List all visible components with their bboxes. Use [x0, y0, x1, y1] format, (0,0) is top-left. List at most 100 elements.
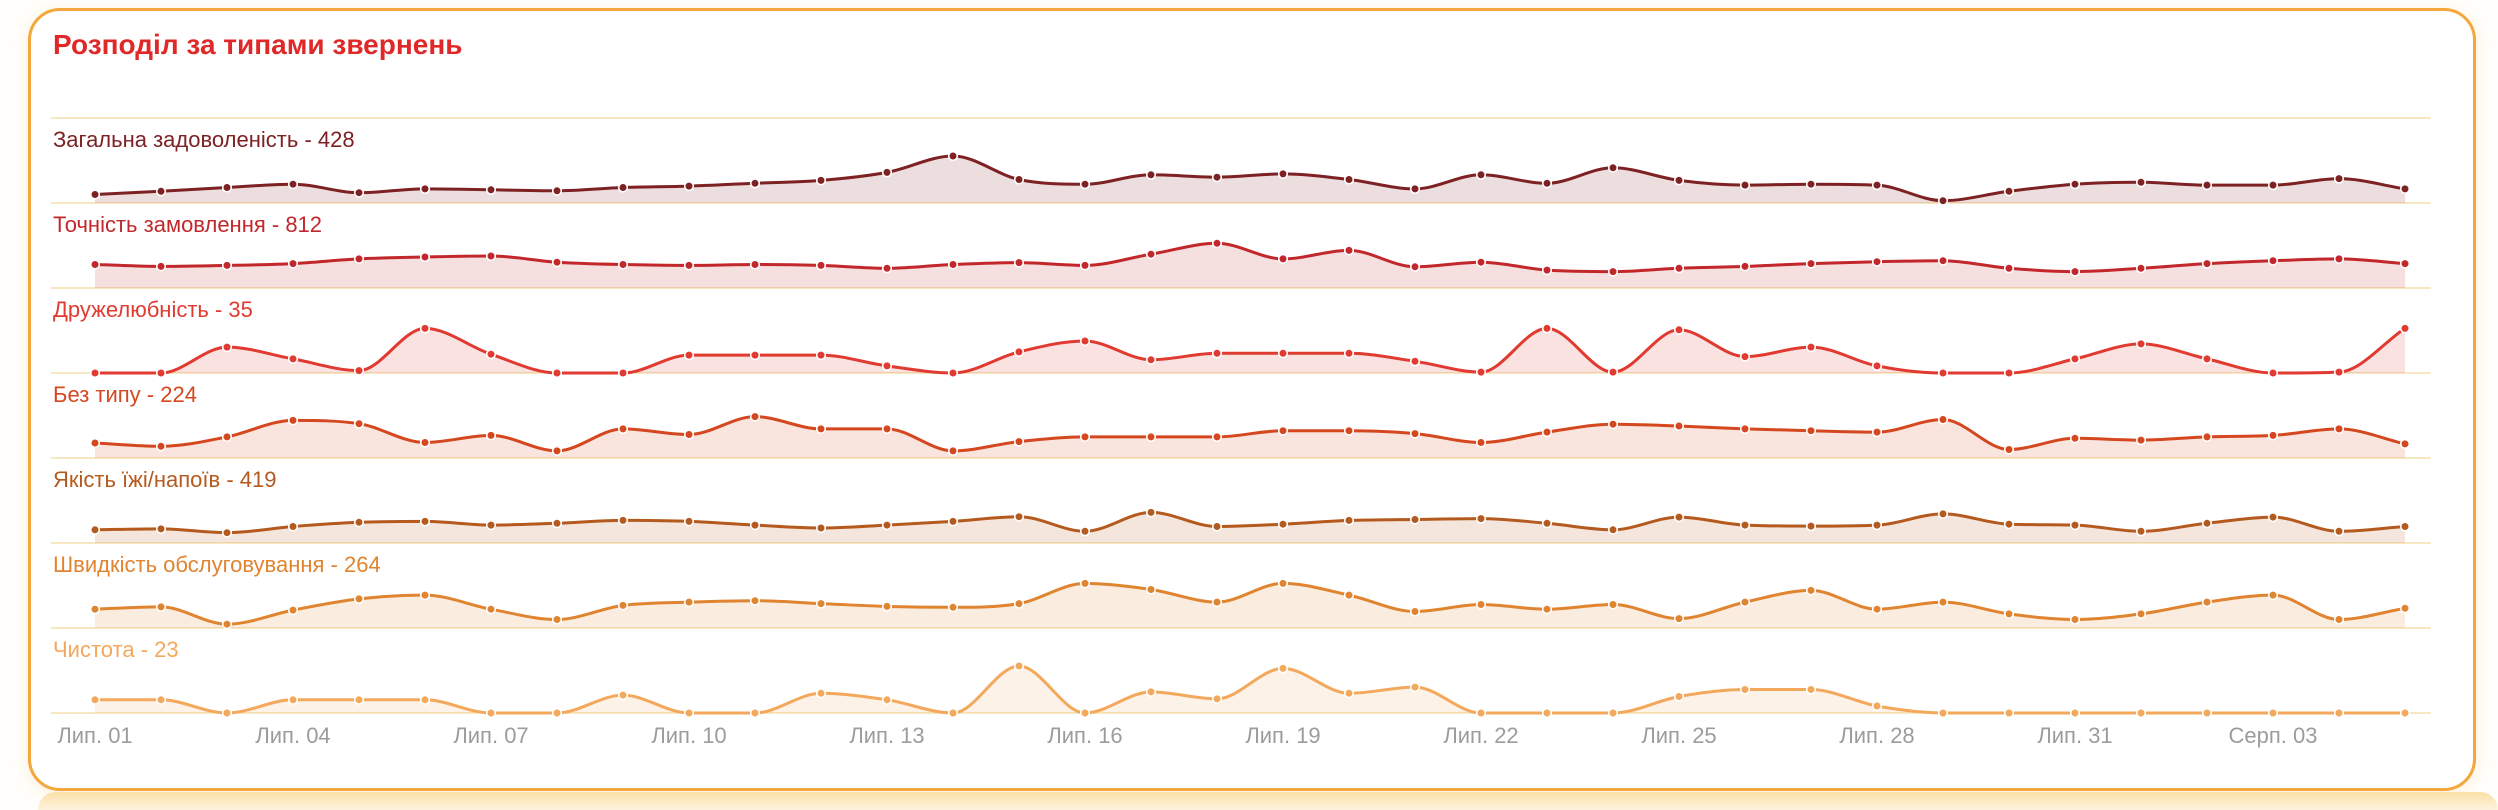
- data-point: [2201, 707, 2213, 719]
- data-point: [1277, 168, 1289, 179]
- data-point: [485, 519, 497, 531]
- data-point: [1079, 526, 1091, 537]
- data-point: [485, 184, 497, 195]
- data-point: [551, 257, 563, 268]
- data-point: [1409, 681, 1421, 693]
- data-point: [1013, 598, 1025, 609]
- series-label-6: Чистота - 23: [53, 637, 179, 662]
- data-point: [2003, 444, 2015, 455]
- data-point: [617, 182, 629, 193]
- data-point: [749, 707, 761, 719]
- data-point: [2201, 258, 2213, 269]
- data-point: [1079, 707, 1091, 719]
- data-point: [1013, 511, 1025, 522]
- data-point: [2267, 255, 2279, 266]
- x-axis-label-10: Лип. 31: [2037, 723, 2113, 748]
- data-point: [1607, 162, 1619, 173]
- series-area: [95, 583, 2405, 628]
- data-point: [2201, 431, 2213, 443]
- data-point: [2399, 323, 2411, 334]
- data-point: [2333, 253, 2345, 264]
- series-label-5: Швидкість обслуговування - 264: [53, 552, 381, 577]
- data-point: [1409, 514, 1421, 525]
- data-point: [1541, 265, 1553, 276]
- data-point: [221, 431, 233, 443]
- data-point: [947, 367, 959, 379]
- data-point: [2267, 180, 2279, 191]
- data-point: [2069, 707, 2081, 719]
- data-point: [419, 323, 431, 334]
- data-point: [2003, 263, 2015, 274]
- data-point: [1079, 578, 1091, 589]
- data-point: [1211, 348, 1223, 359]
- data-point: [749, 519, 761, 531]
- series-5: [89, 578, 2411, 630]
- series-label-1: Точність замовлення - 812: [53, 212, 323, 237]
- data-point: [1937, 596, 1949, 608]
- data-point: [1937, 255, 1949, 266]
- chart-title: Розподіл за типами звернень: [53, 29, 463, 60]
- series-6: [89, 660, 2411, 719]
- data-point: [683, 596, 695, 608]
- data-point: [1805, 342, 1817, 353]
- series-label-4: Якість їжі/напоїв - 419: [53, 467, 277, 492]
- data-point: [1805, 585, 1817, 596]
- data-point: [2267, 367, 2279, 379]
- x-axis-label-2: Лип. 07: [453, 723, 529, 748]
- data-point: [1145, 431, 1157, 443]
- data-point: [1343, 174, 1355, 185]
- data-point: [221, 619, 233, 630]
- data-point: [683, 707, 695, 719]
- data-point: [1607, 524, 1619, 535]
- data-point: [1673, 324, 1685, 335]
- x-axis-label-11: Серп. 03: [2228, 723, 2318, 748]
- ridgeline-chart-svg: [51, 117, 2431, 719]
- series-area: [95, 156, 2405, 203]
- data-point: [2135, 338, 2147, 350]
- data-point: [1343, 348, 1355, 359]
- series-area: [95, 416, 2405, 458]
- data-point: [1937, 508, 1949, 520]
- series-3: [89, 411, 2411, 458]
- data-point: [1541, 178, 1553, 189]
- data-point: [1145, 686, 1157, 698]
- data-point: [815, 423, 827, 435]
- x-axis-label-6: Лип. 19: [1245, 723, 1321, 748]
- data-point: [2003, 186, 2015, 197]
- data-point: [881, 694, 893, 705]
- data-point: [89, 604, 101, 615]
- series-line: [93, 581, 2407, 626]
- data-point: [419, 589, 431, 601]
- data-point: [155, 523, 167, 535]
- data-point: [1739, 423, 1751, 435]
- series-label-3: Без типу - 224: [53, 382, 197, 407]
- data-point: [2069, 433, 2081, 444]
- data-point: [1343, 515, 1355, 526]
- data-point: [2069, 266, 2081, 277]
- data-point: [2135, 526, 2147, 537]
- data-point: [1607, 707, 1619, 719]
- data-point: [1475, 257, 1487, 268]
- data-point: [2201, 353, 2213, 365]
- data-point: [221, 527, 233, 538]
- data-point: [551, 367, 563, 379]
- data-point: [1211, 238, 1223, 249]
- data-point: [551, 185, 563, 196]
- data-point: [1739, 519, 1751, 531]
- data-point: [881, 423, 893, 435]
- data-point: [1211, 521, 1223, 532]
- data-point: [815, 598, 827, 609]
- data-point: [683, 516, 695, 527]
- data-point: [947, 602, 959, 613]
- data-point: [353, 187, 365, 198]
- data-point: [2333, 173, 2345, 184]
- data-point: [1871, 519, 1883, 531]
- data-point: [2267, 707, 2279, 719]
- data-point: [1277, 519, 1289, 530]
- series-area: [95, 666, 2405, 713]
- data-point: [287, 415, 299, 426]
- data-point: [485, 430, 497, 441]
- data-point: [1541, 323, 1553, 334]
- data-point: [485, 250, 497, 262]
- data-point: [1343, 245, 1355, 256]
